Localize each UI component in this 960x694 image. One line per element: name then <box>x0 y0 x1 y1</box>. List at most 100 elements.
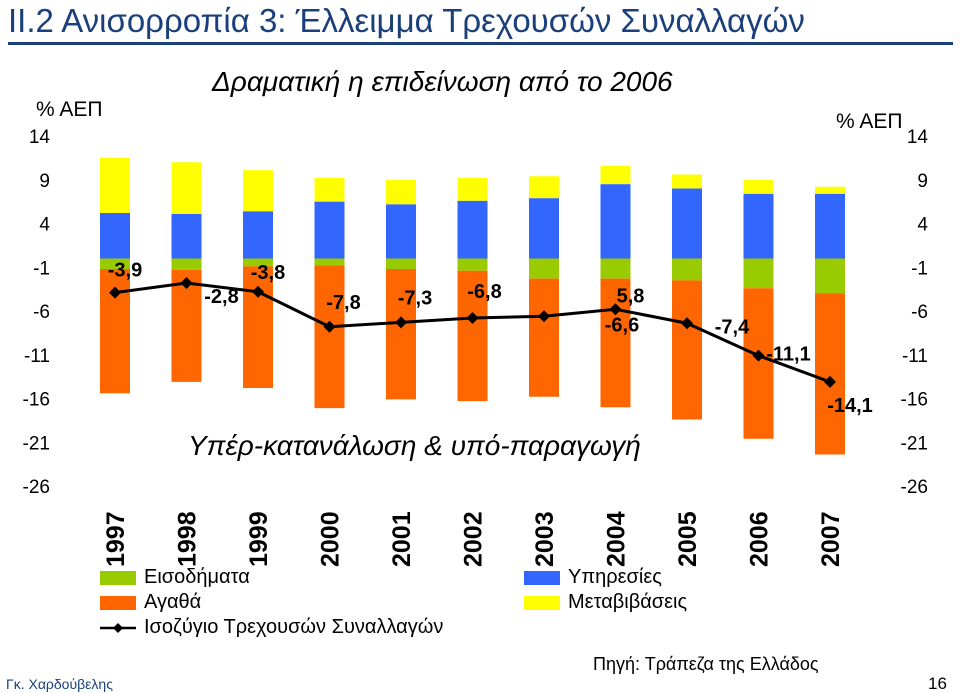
bar-Εισοδήματα-2004 <box>600 258 631 279</box>
bar-Υπηρεσίες-2004 <box>600 184 631 259</box>
data-label-2007: -14,1 <box>827 395 873 417</box>
y-tick-label-left: -1 <box>33 258 50 279</box>
y-tick-label-left: 4 <box>39 215 50 236</box>
legend-swatch-goods <box>100 595 136 610</box>
y-tick-label-left: 14 <box>29 127 51 148</box>
bar-Υπηρεσίες-1997 <box>100 213 130 259</box>
legend-label-goods: Αγαθά <box>144 591 202 613</box>
balance-point-2006 <box>752 349 765 362</box>
legend-line-balance <box>100 622 136 633</box>
legend-item-services: Υπηρεσίες <box>524 566 662 589</box>
data-label-2002: -6,8 <box>467 281 501 303</box>
x-tick-label: 2005 <box>674 511 702 567</box>
data-label-1999: -3,8 <box>251 262 285 284</box>
legend-item-goods: Αγαθά <box>100 591 201 614</box>
bar-Μεταβιβάσεις-1999 <box>243 170 273 212</box>
bar-Εισοδήματα-2006 <box>743 258 774 289</box>
y-tick-label-right: -26 <box>901 477 928 498</box>
bar-Εισοδήματα-2007 <box>815 258 845 294</box>
bar-Μεταβιβάσεις-2001 <box>386 179 416 205</box>
bar-Μεταβιβάσεις-1997 <box>100 157 130 213</box>
legend-swatch-transfers <box>524 595 560 610</box>
source-note: Πηγή: Τράπεζα της Ελλάδος <box>593 654 819 674</box>
legend-item-transfers: Μεταβιβάσεις <box>524 591 687 614</box>
balance-point-2005 <box>681 317 693 330</box>
bar-Αγαθά-2005 <box>672 280 702 420</box>
legend-item-balance: Ισοζύγιο Τρεχουσών Συναλλαγών <box>100 616 443 639</box>
bar-Αγαθά-1999 <box>243 266 273 388</box>
data-label-1997: -3,9 <box>108 260 142 282</box>
bar-Εισοδήματα-2001 <box>386 258 416 269</box>
balance-point-1997 <box>109 286 121 299</box>
y-tick-label-left: -6 <box>33 302 50 323</box>
bar-Υπηρεσίες-2001 <box>386 204 416 259</box>
y-tick-label-right: 14 <box>907 127 929 148</box>
bar-Αγαθά-2007 <box>815 293 845 455</box>
bar-Μεταβιβάσεις-2006 <box>743 179 774 194</box>
data-label-2005: -7,4 <box>715 316 750 338</box>
bar-Υπηρεσίες-2007 <box>815 193 845 259</box>
title-underline <box>8 42 953 45</box>
y-tick-label-right: -1 <box>911 258 928 279</box>
y-tick-label-left: 9 <box>39 171 50 192</box>
data-label-2006: -11,1 <box>766 344 810 366</box>
bar-Υπηρεσίες-2006 <box>743 193 774 259</box>
bar-Υπηρεσίες-1999 <box>243 211 273 259</box>
y-tick-label-right: -16 <box>901 390 928 411</box>
bar-Αγαθά-2002 <box>457 270 488 402</box>
y-tick-label-left: -16 <box>23 390 50 411</box>
bar-Υπηρεσίες-2003 <box>529 198 559 259</box>
y-axis-unit-left: % ΑΕΠ <box>36 98 103 121</box>
balance-point-2002 <box>466 312 479 324</box>
bar-Εισοδήματα-2000 <box>314 258 345 266</box>
legend-label-services: Υπηρεσίες <box>568 566 662 588</box>
bar-Μεταβιβάσεις-2000 <box>314 178 345 202</box>
balance-point-2003 <box>538 310 550 323</box>
balance-point-1998 <box>180 277 193 289</box>
author-name: Γκ. Χαρδούβελης <box>6 676 113 692</box>
bar-Εισοδήματα-1997 <box>100 258 130 269</box>
x-tick-label: 2002 <box>460 511 488 567</box>
data-label-2000: -7,8 <box>326 292 360 314</box>
y-axis-unit-right: % ΑΕΠ <box>836 110 903 133</box>
bar-Υπηρεσίες-2000 <box>314 201 345 259</box>
legend-label-balance: Ισοζύγιο Τρεχουσών Συναλλαγών <box>144 616 444 638</box>
bar-Μεταβιβάσεις-1998 <box>171 162 202 214</box>
y-tick-label-left: -26 <box>23 477 50 498</box>
bar-Αγαθά-2003 <box>529 278 559 397</box>
balance-point-2004 <box>609 303 622 316</box>
bar-Αγαθά-2001 <box>386 269 416 400</box>
y-tick-label-left: -11 <box>24 346 50 367</box>
data-label-2001: -7,3 <box>398 287 432 309</box>
page-number: 16 <box>928 674 947 693</box>
legend-swatch-services <box>524 570 560 585</box>
legend-swatch-incomes <box>100 570 136 585</box>
bar-Αγαθά-2006 <box>743 288 774 439</box>
chart-annotation: Υπέρ-κατανάλωση & υπό-παραγωγή <box>188 430 641 461</box>
x-tick-label: 2007 <box>817 511 845 567</box>
bar-Μεταβιβάσεις-2002 <box>457 178 488 201</box>
bar-Εισοδήματα-2002 <box>457 258 488 271</box>
bar-Αγαθά-2000 <box>314 265 345 409</box>
legend-label-incomes: Εισοδήματα <box>144 566 250 588</box>
x-tick-label: 2006 <box>746 511 774 567</box>
bar-Αγαθά-2004 <box>600 278 631 408</box>
x-tick-label: 2001 <box>388 511 416 567</box>
bar-Υπηρεσίες-2005 <box>672 188 702 259</box>
bar-Υπηρεσίες-2002 <box>457 200 488 259</box>
y-tick-label-left: -21 <box>23 433 50 454</box>
y-tick-label-right: -6 <box>911 302 928 323</box>
bar-Εισοδήματα-2005 <box>672 258 702 281</box>
bar-Μεταβιβάσεις-2007 <box>815 186 845 194</box>
bar-Υπηρεσίες-1998 <box>171 213 202 259</box>
y-tick-label-right: -11 <box>902 346 928 367</box>
balance-point-1999 <box>252 285 264 298</box>
data-label-2004: 5,8 <box>617 285 645 307</box>
bar-Μεταβιβάσεις-2004 <box>600 165 631 185</box>
x-tick-label: 2003 <box>531 511 559 567</box>
bar-Μεταβιβάσεις-2005 <box>672 174 702 189</box>
balance-point-2007 <box>824 375 836 388</box>
chart-subtitle: Δραματική η επιδείνωση από το 2006 <box>212 66 673 97</box>
bar-Εισοδήματα-1998 <box>171 258 202 270</box>
